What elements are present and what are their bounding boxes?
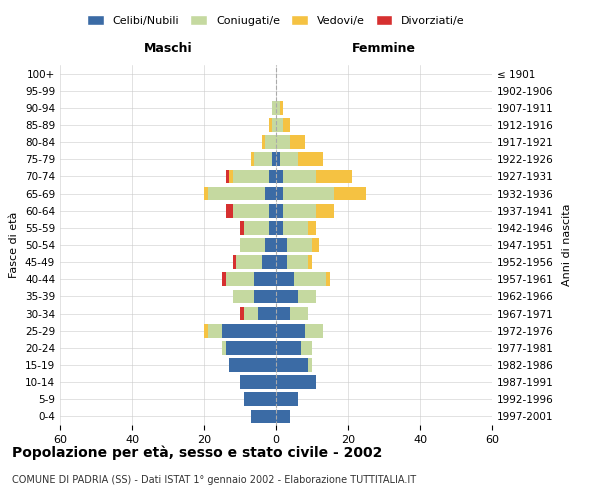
Bar (276, 306, 290, 320)
Bar (272, 118, 276, 132)
Bar (276, 221, 283, 234)
Bar (290, 136, 305, 149)
Bar (283, 118, 290, 132)
Bar (222, 272, 226, 286)
Bar (290, 306, 308, 320)
Bar (254, 152, 272, 166)
Bar (265, 186, 276, 200)
Bar (265, 238, 276, 252)
Bar (276, 376, 316, 389)
Bar (287, 238, 312, 252)
Bar (244, 392, 276, 406)
Bar (269, 118, 272, 132)
Bar (226, 170, 229, 183)
Bar (233, 290, 254, 304)
Bar (308, 358, 312, 372)
Bar (226, 341, 276, 354)
Bar (269, 221, 276, 234)
Bar (262, 256, 276, 269)
Legend: Celibi/Nubili, Coniugati/e, Vedovi/e, Divorziati/e: Celibi/Nubili, Coniugati/e, Vedovi/e, Di… (83, 10, 469, 30)
Bar (276, 101, 280, 114)
Bar (226, 272, 254, 286)
Bar (283, 186, 334, 200)
Bar (269, 204, 276, 218)
Text: Popolazione per età, sesso e stato civile - 2002: Popolazione per età, sesso e stato civil… (12, 445, 382, 460)
Bar (276, 324, 305, 338)
Bar (326, 272, 330, 286)
Bar (222, 324, 276, 338)
Bar (240, 306, 244, 320)
Bar (276, 256, 287, 269)
Bar (244, 306, 258, 320)
Bar (280, 152, 298, 166)
Bar (240, 221, 244, 234)
Bar (283, 204, 316, 218)
Bar (240, 376, 276, 389)
Bar (233, 170, 269, 183)
Y-axis label: Anni di nascita: Anni di nascita (562, 204, 572, 286)
Bar (276, 410, 290, 424)
Bar (308, 221, 316, 234)
Bar (208, 186, 265, 200)
Bar (280, 101, 283, 114)
Text: Maschi: Maschi (143, 42, 193, 54)
Bar (226, 204, 233, 218)
Text: COMUNE DI PADRIA (SS) - Dati ISTAT 1° gennaio 2002 - Elaborazione TUTTITALIA.IT: COMUNE DI PADRIA (SS) - Dati ISTAT 1° ge… (12, 475, 416, 485)
Y-axis label: Fasce di età: Fasce di età (10, 212, 19, 278)
Bar (254, 272, 276, 286)
Bar (204, 324, 208, 338)
Bar (204, 186, 208, 200)
Bar (229, 170, 233, 183)
Bar (276, 136, 290, 149)
Bar (276, 392, 298, 406)
Bar (276, 170, 283, 183)
Bar (276, 341, 301, 354)
Bar (316, 170, 352, 183)
Bar (262, 136, 265, 149)
Bar (276, 152, 280, 166)
Bar (276, 272, 294, 286)
Bar (272, 101, 276, 114)
Bar (272, 152, 276, 166)
Bar (283, 170, 316, 183)
Bar (236, 256, 262, 269)
Bar (265, 136, 276, 149)
Bar (233, 204, 269, 218)
Bar (334, 186, 366, 200)
Bar (276, 118, 283, 132)
Bar (276, 358, 308, 372)
Bar (244, 221, 269, 234)
Bar (298, 290, 316, 304)
Text: Femmine: Femmine (352, 42, 416, 54)
Bar (294, 272, 326, 286)
Bar (283, 221, 308, 234)
Bar (269, 170, 276, 183)
Bar (229, 358, 276, 372)
Bar (208, 324, 222, 338)
Bar (308, 256, 312, 269)
Bar (301, 341, 312, 354)
Bar (287, 256, 308, 269)
Bar (276, 290, 298, 304)
Bar (312, 238, 319, 252)
Bar (276, 204, 283, 218)
Bar (258, 306, 276, 320)
Bar (233, 256, 236, 269)
Bar (305, 324, 323, 338)
Bar (251, 152, 254, 166)
Bar (254, 290, 276, 304)
Bar (251, 410, 276, 424)
Bar (276, 186, 283, 200)
Bar (298, 152, 323, 166)
Bar (222, 341, 226, 354)
Bar (316, 204, 334, 218)
Bar (276, 238, 287, 252)
Bar (240, 238, 265, 252)
